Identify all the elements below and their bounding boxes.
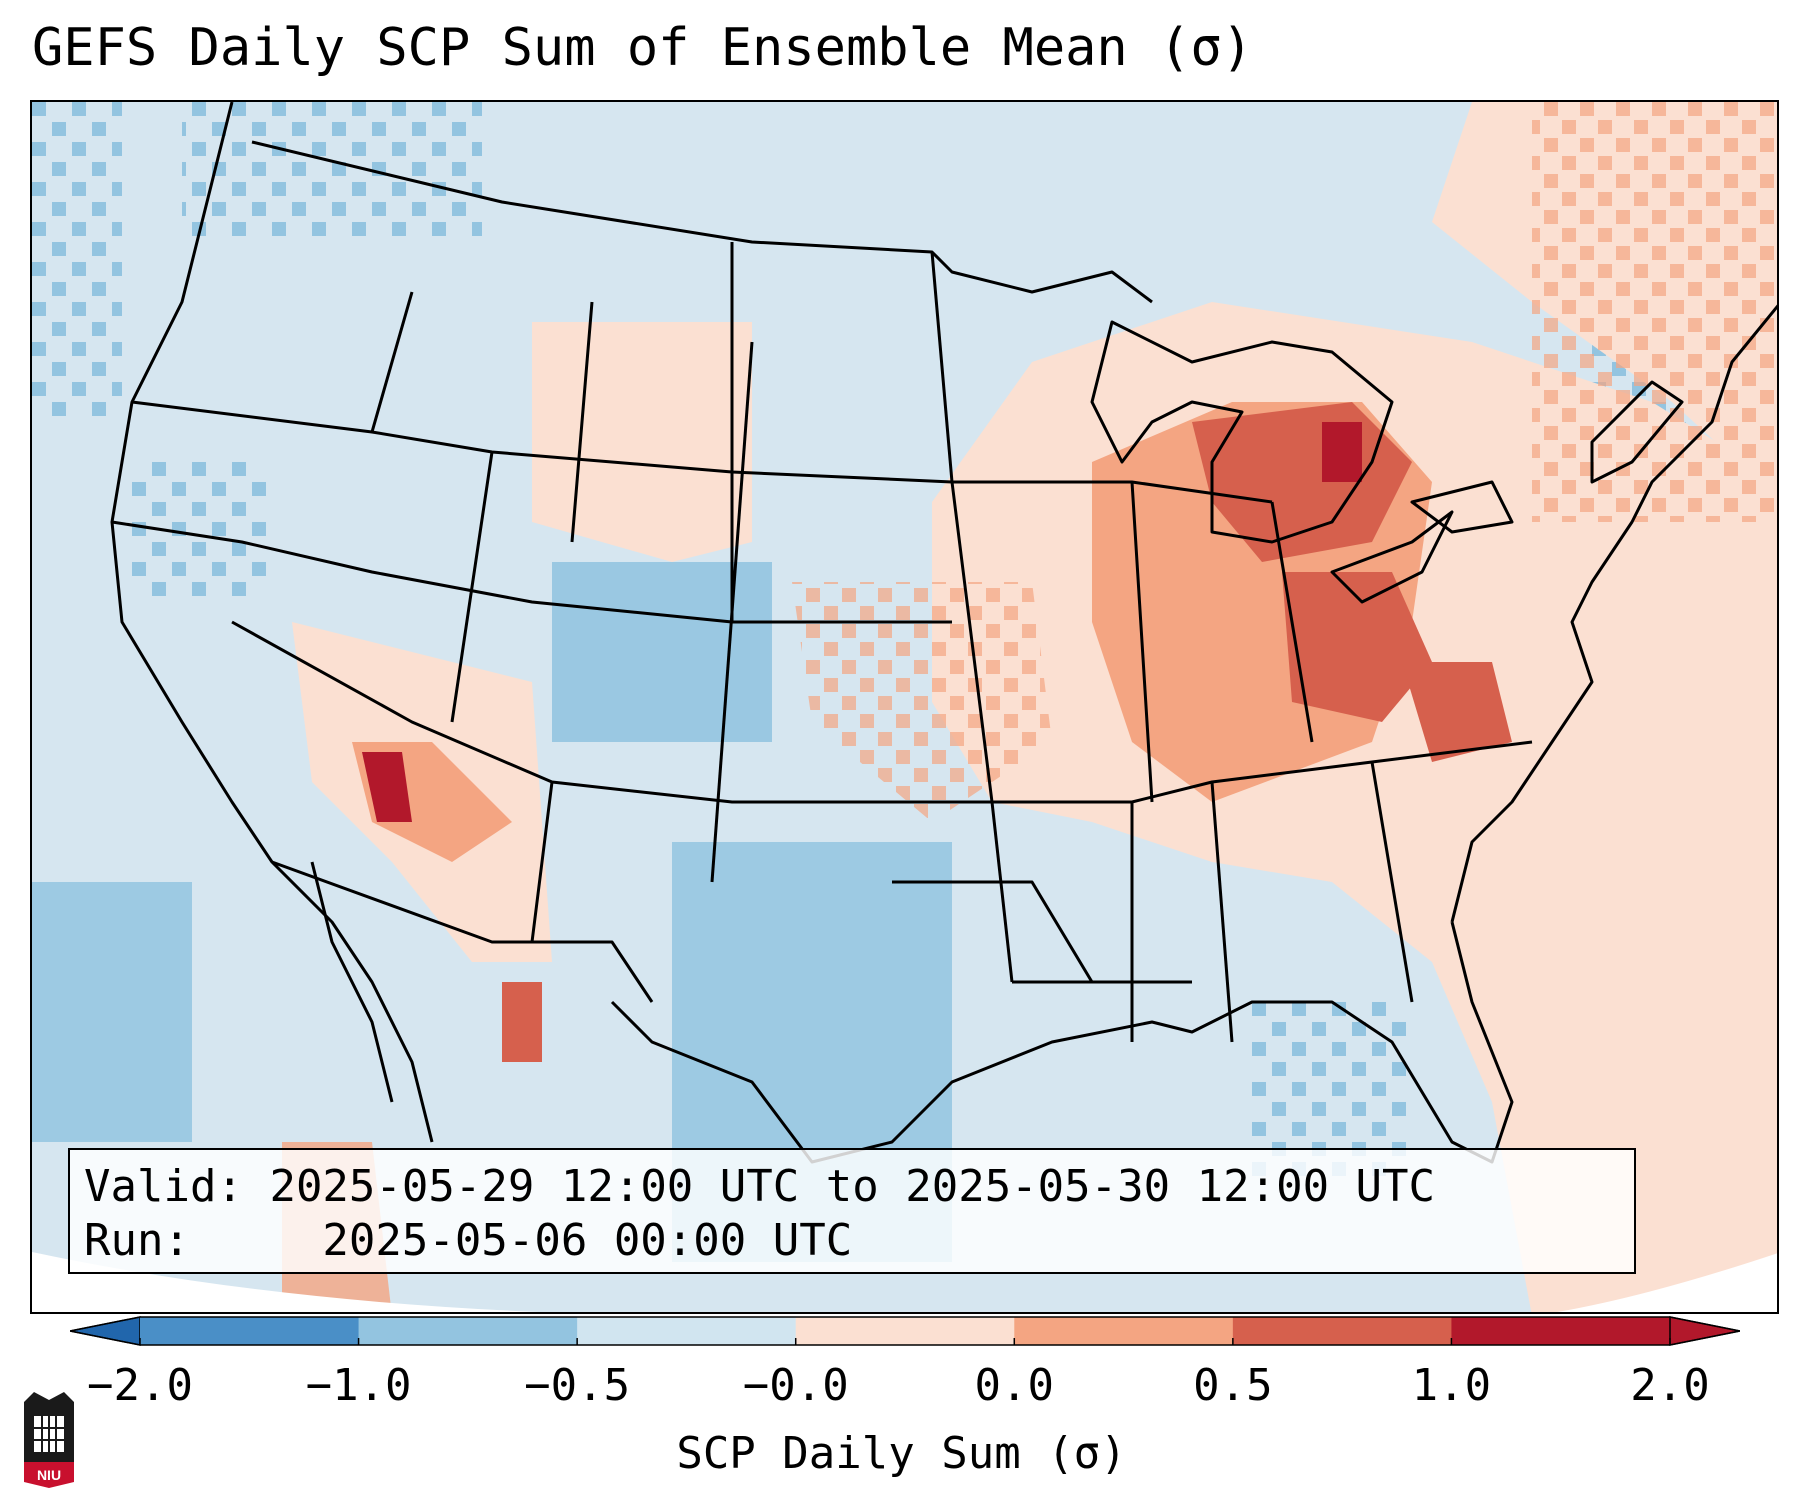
- colorbar-segment: [577, 1317, 797, 1345]
- valid-time-row: Valid: 2025-05-29 12:00 UTC to 2025-05-3…: [84, 1160, 1620, 1214]
- colorbar-under-extension: [69, 1316, 141, 1346]
- colorbar-label: SCP Daily Sum (σ): [676, 1428, 1127, 1479]
- colorbar-tick-label: 2.0: [1630, 1360, 1710, 1411]
- state-borders: [110, 102, 1777, 1164]
- colorbar-svg: [69, 1316, 1741, 1346]
- projection-edge-left: [32, 1252, 539, 1312]
- colorbar: [69, 1316, 1741, 1346]
- run-value: 2025-05-06 00:00 UTC: [322, 1215, 853, 1266]
- valid-label: Valid:: [84, 1161, 243, 1212]
- colorbar-tick-label: −2.0: [87, 1360, 193, 1411]
- colorbar-segment: [795, 1317, 1015, 1345]
- run-time-row: Run: 2025-05-06 00:00 UTC: [84, 1214, 1620, 1268]
- colorbar-tick-label: 0.0: [974, 1360, 1055, 1411]
- colorbar-segment: [358, 1317, 578, 1345]
- niu-logo-text: NIU: [37, 1467, 61, 1483]
- colorbar-tick-label: 1.0: [1411, 1360, 1492, 1411]
- valid-value: 2025-05-29 12:00 UTC to 2025-05-30 12:00…: [269, 1161, 1436, 1212]
- colorbar-segment: [1451, 1317, 1671, 1345]
- map-panel: Valid: 2025-05-29 12:00 UTC to 2025-05-3…: [30, 100, 1779, 1314]
- niu-logo: NIU: [20, 1392, 78, 1488]
- colorbar-segment: [1232, 1317, 1452, 1345]
- colorbar-tick-label: 0.5: [1193, 1360, 1273, 1411]
- projection-edge-right: [1557, 1253, 1777, 1312]
- colorbar-tick-label: −0.5: [524, 1360, 631, 1411]
- colorbar-tick-label: −0.0: [742, 1360, 849, 1411]
- colorbar-segment: [140, 1317, 360, 1345]
- run-label: Run:: [84, 1215, 190, 1266]
- valid-run-info-box: Valid: 2025-05-29 12:00 UTC to 2025-05-3…: [68, 1148, 1636, 1274]
- colorbar-segment: [1014, 1317, 1234, 1345]
- map-canvas: [32, 102, 1777, 1312]
- colorbar-over-extension: [1669, 1316, 1741, 1346]
- niu-logo-icon: NIU: [24, 1392, 74, 1488]
- chart-title: GEFS Daily SCP Sum of Ensemble Mean (σ): [32, 18, 1253, 78]
- colorbar-tick-label: −1.0: [305, 1360, 412, 1411]
